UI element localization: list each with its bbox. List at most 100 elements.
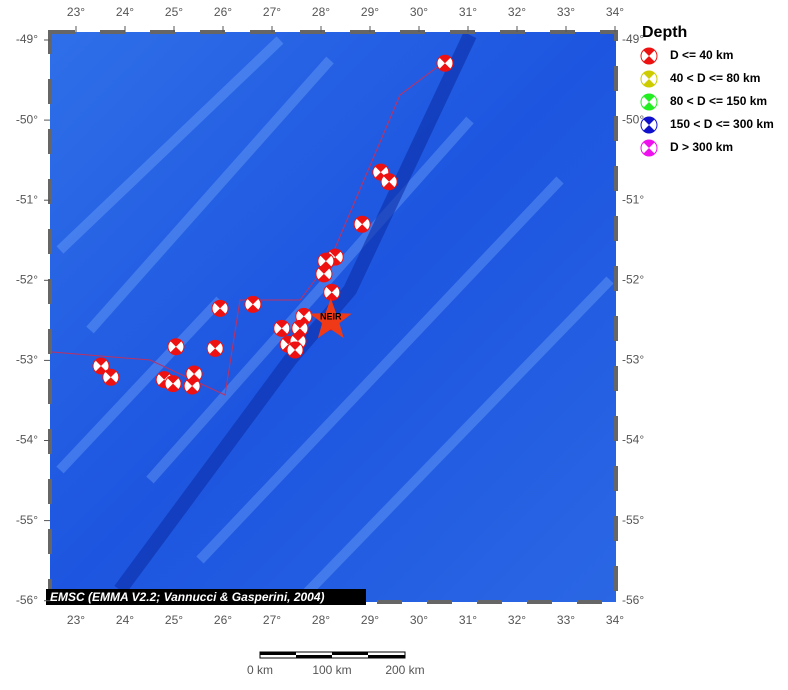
lon-label-bottom: 34°: [606, 613, 624, 627]
ball-quadrant: [289, 342, 301, 358]
focal-mechanism: [315, 265, 333, 283]
ball-quadrant: [188, 366, 200, 382]
legend-symbol: [640, 47, 658, 65]
lat-label-right: -53°: [622, 353, 644, 367]
ball-quadrant: [643, 117, 655, 133]
lon-label-top: 32°: [508, 5, 526, 19]
focal-mechanism: [102, 368, 120, 386]
lon-label-top: 28°: [312, 5, 330, 19]
ball-quadrant: [643, 140, 655, 156]
scale-label: 0 km: [247, 663, 273, 677]
focal-mechanism: [436, 54, 454, 72]
ball-quadrant: [214, 300, 226, 317]
lon-label-bottom: 28°: [312, 613, 330, 627]
focal-mechanism: [273, 319, 291, 337]
lon-label-bottom: 30°: [410, 613, 428, 627]
legend-title: Depth: [642, 24, 687, 41]
seafloor-ridges: [56, 36, 614, 604]
scale-bar: [259, 651, 406, 659]
ball-quadrant: [167, 375, 179, 392]
ball-quadrant: [643, 94, 655, 110]
lat-label-left: -52°: [16, 272, 38, 286]
scale-label: 200 km: [385, 663, 424, 677]
focal-mechanism: [317, 252, 335, 270]
focal-mechanism: [244, 295, 262, 313]
epicenter-star: [309, 298, 352, 339]
lon-label-bottom: 26°: [214, 613, 232, 627]
legend-label: D > 300 km: [670, 140, 733, 154]
lon-label-top: 33°: [557, 5, 575, 19]
lat-label-right: -50°: [622, 112, 644, 126]
lon-label-bottom: 24°: [116, 613, 134, 627]
lat-label-right: -55°: [622, 513, 644, 527]
ball-quadrant: [95, 358, 107, 374]
ball-quadrant: [326, 284, 338, 301]
lat-label-left: -50°: [16, 112, 38, 126]
ball-quadrant: [643, 48, 655, 64]
ball-quadrant: [276, 320, 288, 337]
credit: EMSC (EMMA V2.2; Vannucci & Gasperini, 2…: [50, 590, 325, 604]
focal-mechanism: [353, 215, 371, 233]
lon-label-bottom: 33°: [557, 613, 575, 627]
focal-mechanism: [92, 357, 110, 375]
scale-label: 100 km: [312, 663, 351, 677]
lat-label-left: -53°: [16, 353, 38, 367]
lon-label-top: 23°: [67, 5, 85, 19]
lon-label-top: 27°: [263, 5, 281, 19]
ball-quadrant: [209, 340, 221, 357]
ball-quadrant: [320, 253, 332, 269]
lat-label-left: -54°: [16, 433, 38, 447]
focal-mechanism: [167, 338, 185, 356]
focal-mechanism: [206, 339, 224, 357]
epicenter-label: NEIR: [320, 312, 342, 322]
ball-quadrant: [439, 55, 451, 72]
ball-quadrant: [643, 71, 655, 87]
legend-symbol: [640, 93, 658, 111]
lon-label-top: 24°: [116, 5, 134, 19]
legend-symbol: [640, 70, 658, 88]
legend-label: 80 < D <= 150 km: [670, 94, 767, 108]
lon-label-bottom: 25°: [165, 613, 183, 627]
lon-label-top: 31°: [459, 5, 477, 19]
ball-quadrant: [383, 173, 395, 190]
lon-label-bottom: 32°: [508, 613, 526, 627]
plate-boundary: [51, 64, 441, 396]
lon-label-top: 25°: [165, 5, 183, 19]
lat-label-left: -56°: [16, 593, 38, 607]
lat-label-left: -55°: [16, 513, 38, 527]
lon-label-bottom: 23°: [67, 613, 85, 627]
credit-box: [46, 589, 366, 605]
focal-mechanism: [286, 341, 304, 359]
legend-symbol: [640, 116, 658, 134]
legend-symbol: [640, 139, 658, 157]
focal-mechanism: [380, 173, 398, 191]
lat-label-right: -49°: [622, 32, 644, 46]
focal-mechanism: [164, 375, 182, 393]
legend-label: D <= 40 km: [670, 48, 733, 62]
lat-label-right: -52°: [622, 272, 644, 286]
lon-label-bottom: 31°: [459, 613, 477, 627]
fracture-zone: [114, 32, 477, 595]
ball-quadrant: [247, 296, 259, 313]
ball-quadrant: [356, 216, 368, 233]
legend-label: 150 < D <= 300 km: [670, 117, 774, 131]
lat-label-left: -51°: [16, 192, 38, 206]
lon-label-bottom: 29°: [361, 613, 379, 627]
lon-label-bottom: 27°: [263, 613, 281, 627]
lon-label-top: 34°: [606, 5, 624, 19]
lat-label-left: -49°: [16, 32, 38, 46]
ball-quadrant: [105, 369, 117, 386]
legend-label: 40 < D <= 80 km: [670, 71, 760, 85]
lon-label-top: 30°: [410, 5, 428, 19]
ball-quadrant: [318, 266, 330, 282]
focal-mechanism: [323, 283, 341, 301]
ball-quadrant: [294, 320, 306, 337]
lon-label-top: 26°: [214, 5, 232, 19]
focal-mechanism: [211, 299, 229, 317]
focal-mechanism: [185, 365, 203, 383]
lat-label-right: -56°: [622, 593, 644, 607]
lat-label-right: -51°: [622, 192, 644, 206]
ball-quadrant: [170, 338, 182, 355]
lon-label-top: 29°: [361, 5, 379, 19]
